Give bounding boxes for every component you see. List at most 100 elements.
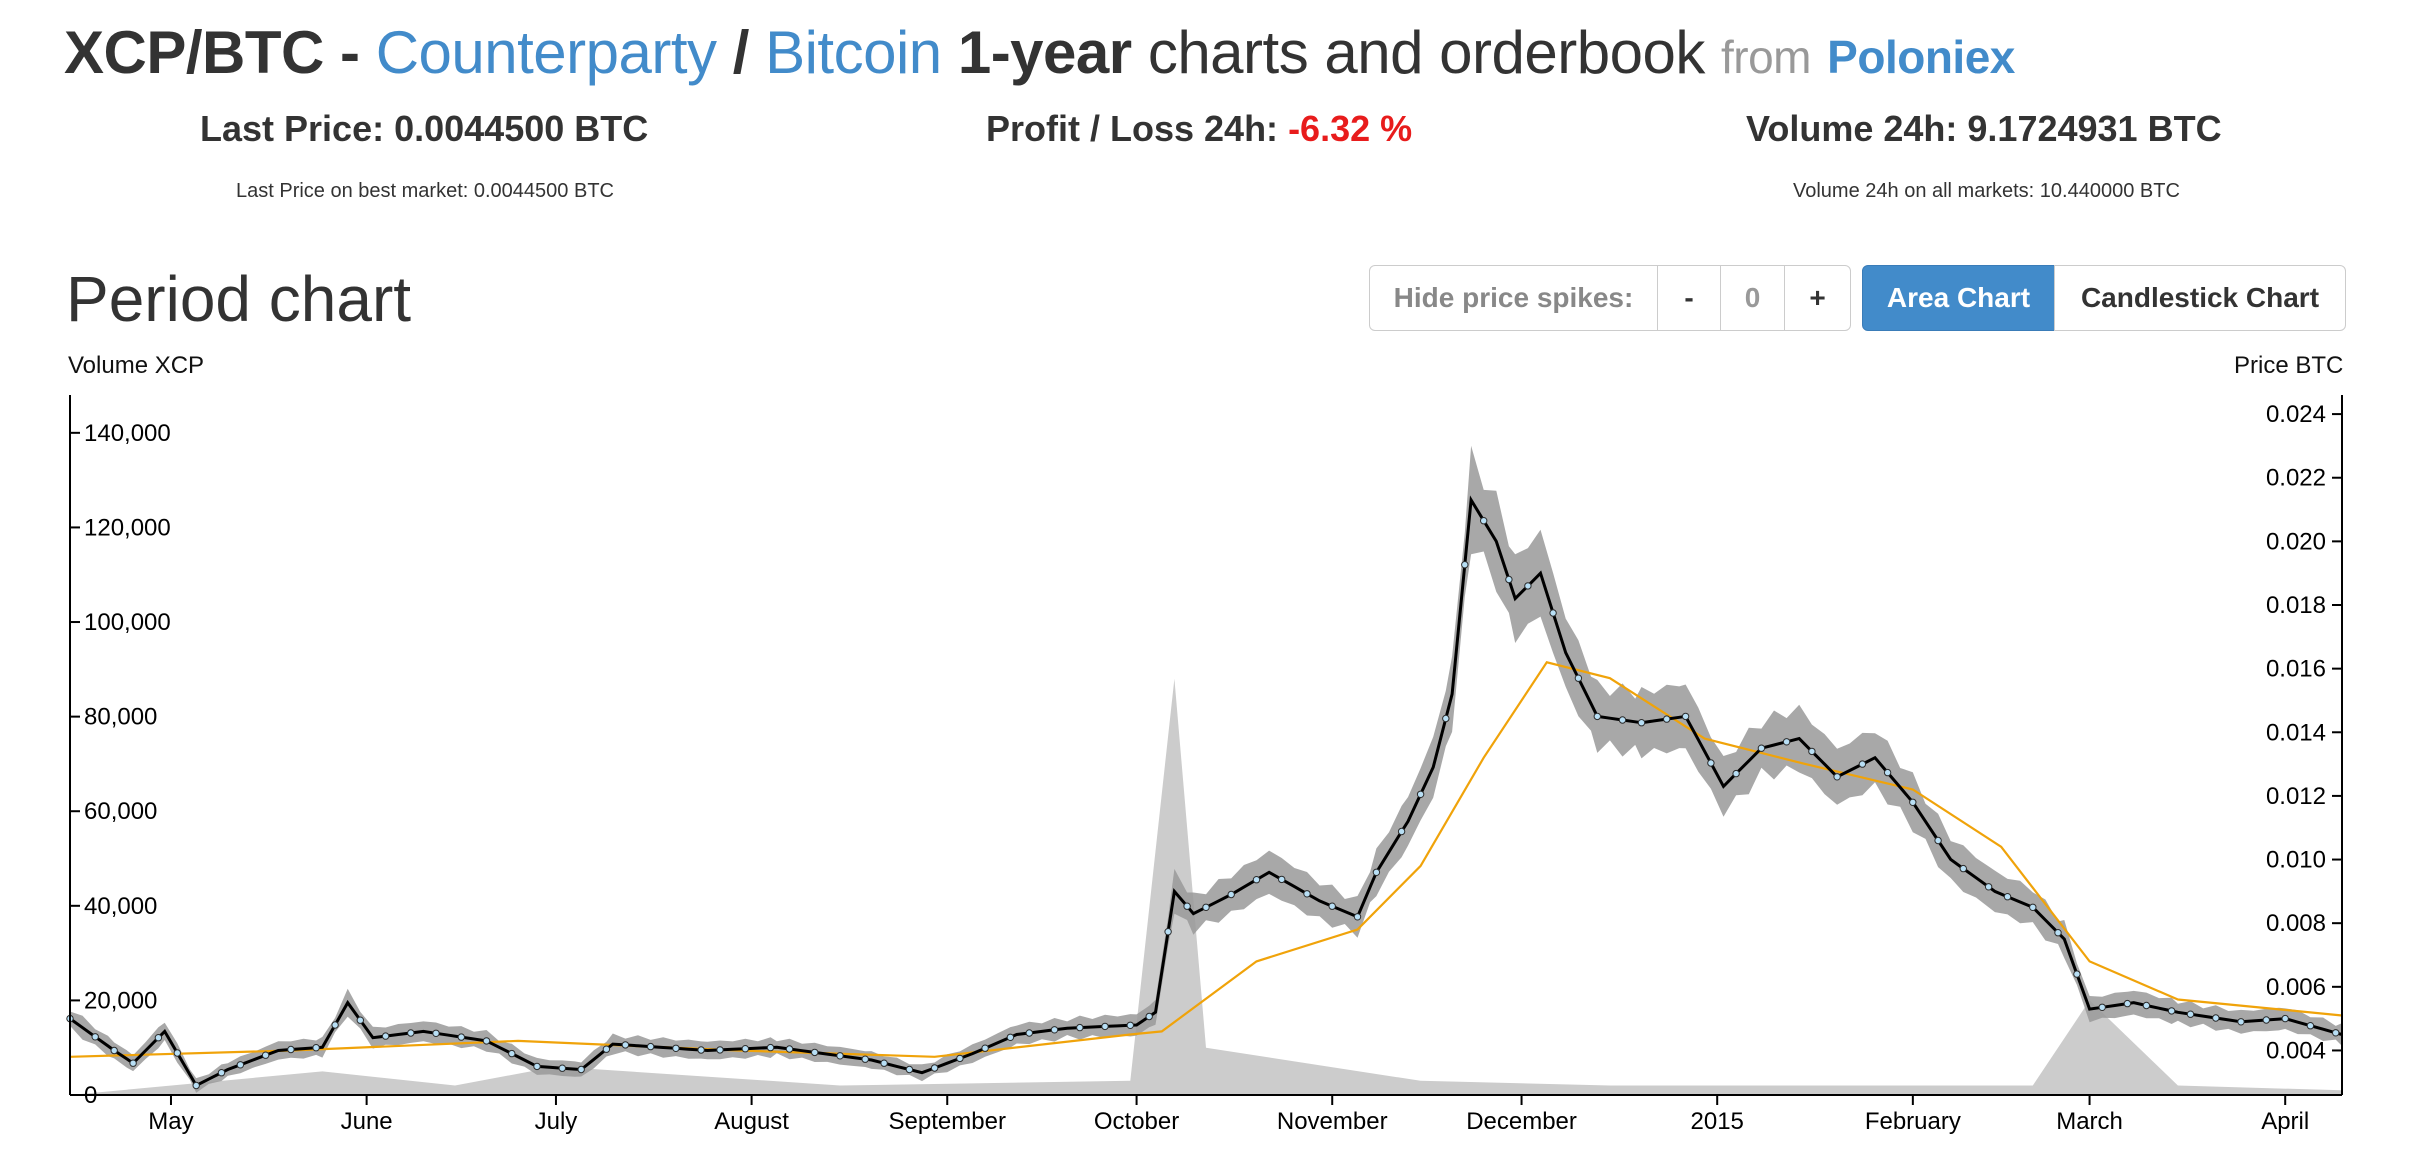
price-point [981,1044,989,1052]
price-point [1025,1029,1034,1037]
price-point [1681,712,1690,721]
price-tick-label: 0.008 [2266,910,2326,937]
moving-average-layer [69,661,2343,1058]
price-point [1461,561,1469,569]
area-chart-button[interactable]: Area Chart [1862,265,2055,331]
price-line [69,495,2343,1088]
price-point [1227,890,1235,899]
price-point [2167,1007,2176,1015]
price-tick-label: 0.020 [2266,528,2326,555]
price-range-band-layer [70,445,2342,1093]
price-point [91,1033,99,1041]
price-point [192,1081,200,1090]
price-point [1050,1026,1059,1034]
price-line-layer [69,495,2343,1088]
price-point [2142,1001,2151,1010]
price-point [1757,744,1766,752]
price-point [407,1029,415,1037]
price-point [1145,1012,1153,1021]
price-point [2098,1003,2106,1011]
price-point [1252,876,1261,884]
price-point [1328,902,1336,910]
price-point [482,1037,491,1045]
page-title: XCP/BTC - Counterparty / Bitcoin 1-year … [64,18,2015,87]
volume-tick-label: 140,000 [84,420,171,447]
price-point [1984,883,1993,891]
price-point [2237,1018,2245,1026]
price-point [2281,1014,2289,1023]
price-point [1637,719,1646,727]
volume-tick-label: 0 [84,1082,97,1109]
price-point [1076,1023,1084,1032]
price-point [1909,798,1917,806]
price-point [1164,928,1172,936]
price-point [1549,609,1557,617]
price-point [1574,674,1583,682]
time-tick-label: July [535,1108,578,1135]
price-point [1372,868,1381,876]
price-tick-label: 0.022 [2266,465,2326,492]
period-chart-title: Period chart [66,263,412,335]
price-point [457,1033,465,1041]
time-tick-label: April [2261,1108,2309,1135]
base-link[interactable]: Bitcoin [765,19,942,86]
price-point [2073,970,2081,978]
title-rest: charts and orderbook [1147,19,1706,86]
profit-loss-label: Profit / Loss 24h: [986,108,1279,149]
volume-value: 9.1724931 BTC [1967,108,2222,149]
volume-label: Volume 24h: [1746,108,1958,149]
time-tick-label: March [2056,1108,2123,1135]
price-tick-label: 0.006 [2266,974,2326,1001]
price-point [129,1059,137,1067]
price-point [2332,1029,2340,1037]
price-point [811,1048,819,1057]
spike-minus-button[interactable]: - [1657,265,1721,331]
price-point [716,1046,724,1054]
title-period: 1-year [957,19,1132,86]
price-tick-label: 0.024 [2266,401,2326,428]
price-point [432,1029,440,1038]
title-dash: - [340,19,360,86]
price-point [1416,790,1425,798]
price-point [558,1064,566,1072]
price-point [1934,836,1942,845]
volume-tick-label: 120,000 [84,514,171,541]
volume-tick-label: 100,000 [84,609,171,636]
price-point [533,1062,541,1071]
price-point [1442,714,1450,723]
time-tick-label: June [341,1108,393,1135]
price-point [173,1049,182,1057]
time-tick-label: December [1466,1108,1577,1135]
price-point [836,1052,844,1060]
price-point [1101,1022,1109,1031]
price-point [1732,769,1740,778]
price-range-band [70,445,2342,1093]
price-point [1524,582,1532,590]
price-point [1883,768,1892,777]
price-point [1397,827,1406,836]
price-point [287,1045,295,1054]
all-markets-volume: Volume 24h on all markets: 10.440000 BTC [1793,180,2180,202]
title-slash: / [732,19,750,86]
exchange-link[interactable]: Poloniex [1827,31,2015,83]
pair-symbol: XCP/BTC [64,19,324,86]
price-point [2003,893,2012,901]
price-point [110,1046,118,1055]
price-point [766,1043,775,1052]
price-point [2306,1021,2315,1030]
profit-loss-stat: Profit / Loss 24h: -6.32 % [986,108,1412,150]
price-point [1618,716,1627,724]
price-point [1593,712,1602,721]
asset-link[interactable]: Counterparty [375,19,717,86]
volume-tick-label: 60,000 [84,798,157,825]
candlestick-chart-button[interactable]: Candlestick Chart [2054,265,2346,331]
price-point [1353,913,1362,921]
price-tick-label: 0.004 [2266,1037,2326,1064]
price-point [956,1054,964,1063]
price-point [1505,575,1513,584]
spike-plus-button[interactable]: + [1784,265,1851,331]
price-point [154,1034,163,1042]
price-point [1808,747,1816,756]
price-point [2123,999,2132,1008]
price-point [1303,890,1311,898]
